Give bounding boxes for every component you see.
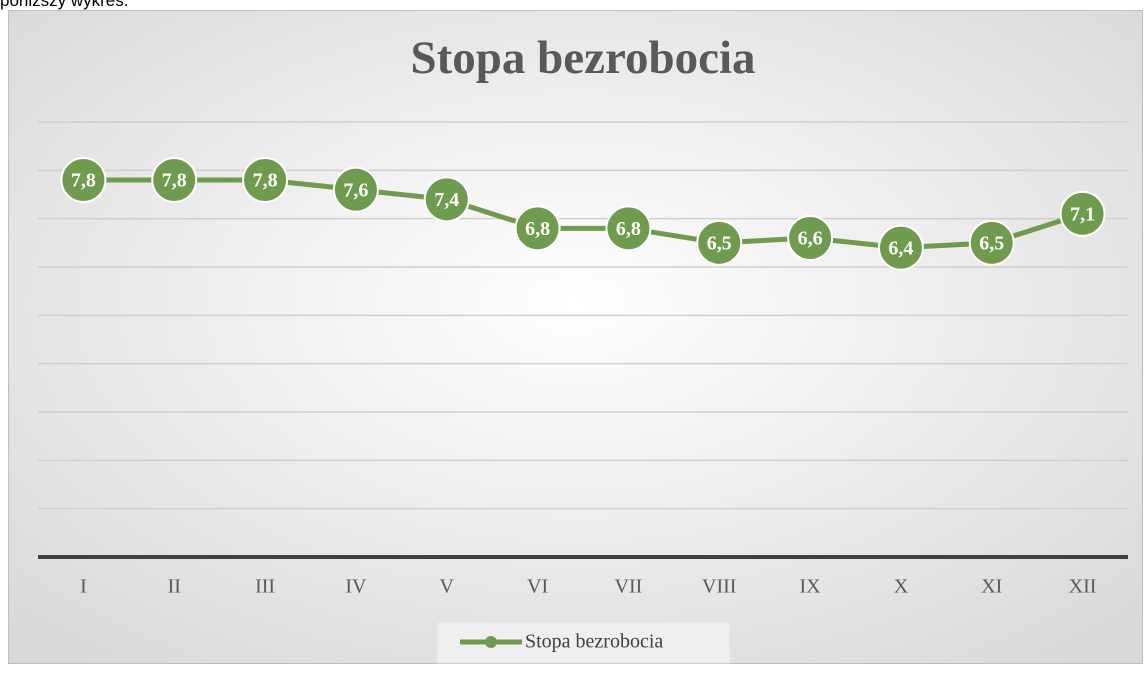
data-point [514,205,561,252]
chart-title: Stopa bezrobocia [410,32,755,84]
chart-frame [8,10,1143,664]
data-label: 7,8 [71,170,96,192]
x-tick-label: VIII [702,576,736,598]
data-point [696,219,743,266]
data-point [877,224,924,271]
data-label: 6,5 [979,232,1004,254]
x-tick-label: III [255,576,275,598]
data-point [968,219,1015,266]
x-tick-label: VI [527,576,548,598]
intro-text: poniższy wykres. [0,0,129,10]
x-tick-label: VII [615,576,643,598]
data-label: 7,8 [253,170,278,192]
x-tick-label: V [440,576,455,598]
data-label: 7,4 [434,189,459,211]
x-tick-label: IV [345,576,367,598]
data-label: 6,8 [616,218,641,240]
x-tick-label: XI [981,576,1002,598]
x-tick-label: I [80,576,87,598]
data-point [605,205,652,252]
data-label: 7,6 [343,179,368,201]
data-point [60,157,107,203]
legend-marker [485,636,497,648]
data-point [1059,190,1106,237]
data-point [787,215,834,261]
data-label: 6,5 [707,232,732,254]
data-point [242,157,289,203]
data-label: 7,8 [162,170,187,192]
data-label: 7,1 [1070,203,1095,225]
x-tick-label: IX [800,576,822,598]
data-label: 6,6 [798,228,823,250]
data-label: 6,8 [525,218,550,240]
x-tick-label: X [894,576,909,598]
data-label: 6,4 [888,237,913,259]
x-tick-label: XII [1069,576,1097,598]
data-point [423,176,470,223]
data-point [332,166,379,213]
x-tick-label: II [168,576,181,598]
data-point [151,157,198,203]
legend-label: Stopa bezrobocia [525,631,663,653]
